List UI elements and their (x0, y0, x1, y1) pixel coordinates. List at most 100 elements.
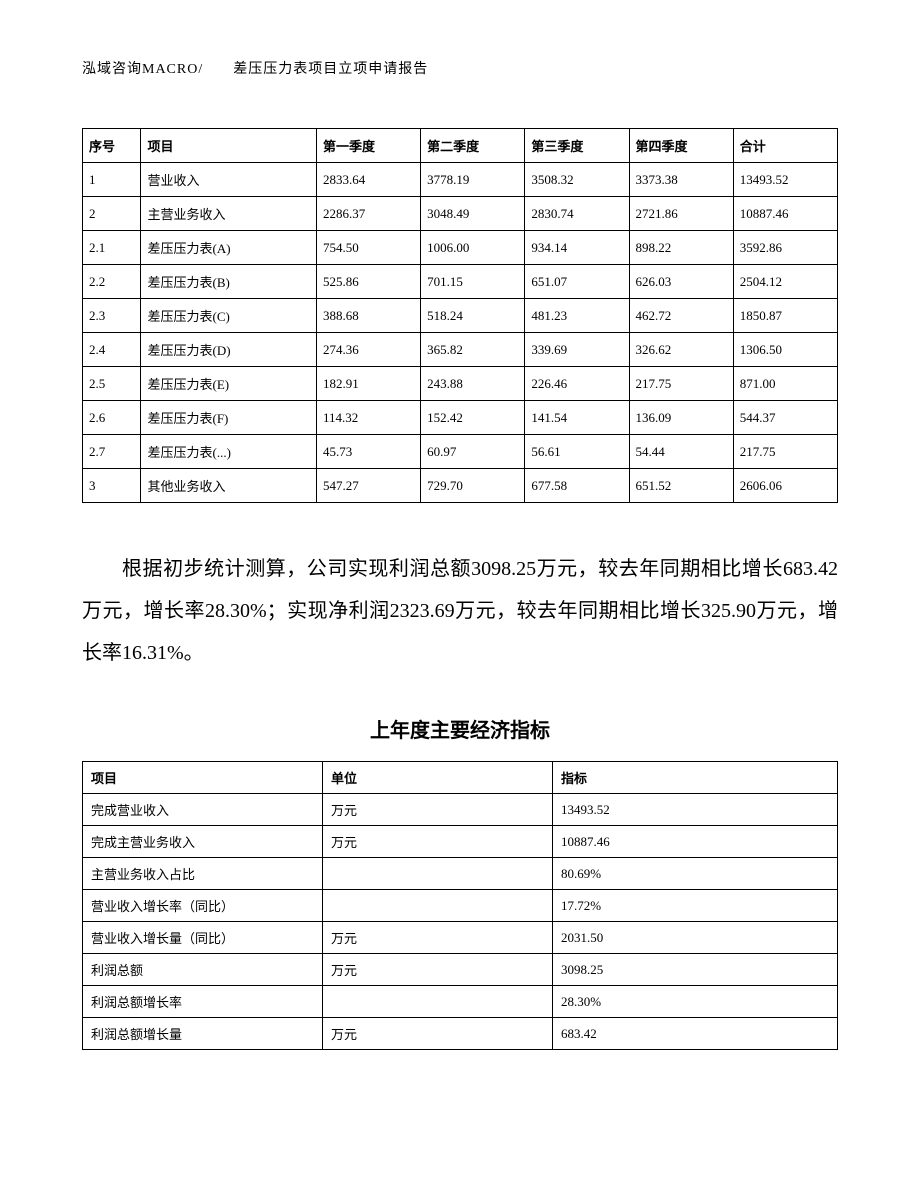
table-cell: 80.69% (553, 858, 838, 890)
table-row: 利润总额万元3098.25 (83, 954, 838, 986)
table-cell: 518.24 (421, 299, 525, 333)
table-cell: 2.4 (83, 333, 141, 367)
table-cell: 45.73 (316, 435, 420, 469)
table-cell: 525.86 (316, 265, 420, 299)
table-cell: 2833.64 (316, 163, 420, 197)
table-cell: 万元 (323, 826, 553, 858)
table-row: 2.5差压压力表(E)182.91243.88226.46217.75871.0… (83, 367, 838, 401)
table-cell: 152.42 (421, 401, 525, 435)
col-header-q2: 第二季度 (421, 129, 525, 163)
table-row: 2.2差压压力表(B)525.86701.15651.07626.032504.… (83, 265, 838, 299)
table-row: 营业收入增长率（同比） 17.72% (83, 890, 838, 922)
col-header-total: 合计 (733, 129, 837, 163)
table-cell: 3 (83, 469, 141, 503)
table-cell: 2.2 (83, 265, 141, 299)
table-row: 2.1差压压力表(A)754.501006.00934.14898.223592… (83, 231, 838, 265)
table-cell: 差压压力表(...) (141, 435, 316, 469)
table-cell: 营业收入增长率（同比） (83, 890, 323, 922)
table-cell: 利润总额增长量 (83, 1018, 323, 1050)
table-cell: 3508.32 (525, 163, 629, 197)
table-cell: 2606.06 (733, 469, 837, 503)
table-cell: 274.36 (316, 333, 420, 367)
table-cell: 其他业务收入 (141, 469, 316, 503)
table-cell: 651.07 (525, 265, 629, 299)
table-cell: 10887.46 (553, 826, 838, 858)
table-row: 2.7差压压力表(...)45.7360.9756.6154.44217.75 (83, 435, 838, 469)
table-row: 1营业收入2833.643778.193508.323373.3813493.5… (83, 163, 838, 197)
table-cell: 871.00 (733, 367, 837, 401)
table-cell: 13493.52 (733, 163, 837, 197)
table-cell: 差压压力表(B) (141, 265, 316, 299)
table-cell: 56.61 (525, 435, 629, 469)
table-header-row: 项目 单位 指标 (83, 762, 838, 794)
table-cell: 365.82 (421, 333, 525, 367)
table-cell: 462.72 (629, 299, 733, 333)
table-cell: 182.91 (316, 367, 420, 401)
table-cell: 54.44 (629, 435, 733, 469)
table-cell: 898.22 (629, 231, 733, 265)
table-cell: 28.30% (553, 986, 838, 1018)
table-cell: 营业收入 (141, 163, 316, 197)
table-cell: 3592.86 (733, 231, 837, 265)
table-cell: 547.27 (316, 469, 420, 503)
table-row: 利润总额增长量万元683.42 (83, 1018, 838, 1050)
table-cell: 1850.87 (733, 299, 837, 333)
indicator-table: 项目 单位 指标 完成营业收入万元13493.52完成主营业务收入万元10887… (82, 761, 838, 1050)
quarterly-table: 序号 项目 第一季度 第二季度 第三季度 第四季度 合计 1营业收入2833.6… (82, 128, 838, 503)
table-cell: 完成主营业务收入 (83, 826, 323, 858)
table-cell: 217.75 (733, 435, 837, 469)
col-header-item: 项目 (141, 129, 316, 163)
table-row: 完成主营业务收入万元10887.46 (83, 826, 838, 858)
table-cell: 万元 (323, 922, 553, 954)
table-cell: 934.14 (525, 231, 629, 265)
table-cell: 729.70 (421, 469, 525, 503)
table-cell: 754.50 (316, 231, 420, 265)
page-header: 泓域咨询MACRO/ 差压压力表项目立项申请报告 (82, 58, 838, 78)
table-cell: 2.1 (83, 231, 141, 265)
table-cell (323, 986, 553, 1018)
table-cell: 利润总额 (83, 954, 323, 986)
table-row: 2.3差压压力表(C)388.68518.24481.23462.721850.… (83, 299, 838, 333)
table-cell: 388.68 (316, 299, 420, 333)
table-cell: 626.03 (629, 265, 733, 299)
table-cell: 10887.46 (733, 197, 837, 231)
table-header-row: 序号 项目 第一季度 第二季度 第三季度 第四季度 合计 (83, 129, 838, 163)
table-cell: 2.5 (83, 367, 141, 401)
table-row: 利润总额增长率 28.30% (83, 986, 838, 1018)
table-cell: 差压压力表(F) (141, 401, 316, 435)
table-row: 3其他业务收入547.27729.70677.58651.522606.06 (83, 469, 838, 503)
table-cell: 2031.50 (553, 922, 838, 954)
table-cell: 2721.86 (629, 197, 733, 231)
table-cell: 2 (83, 197, 141, 231)
table-cell: 481.23 (525, 299, 629, 333)
table-cell: 1 (83, 163, 141, 197)
table-cell: 1306.50 (733, 333, 837, 367)
table-cell: 651.52 (629, 469, 733, 503)
table-cell: 3098.25 (553, 954, 838, 986)
table-cell: 营业收入增长量（同比） (83, 922, 323, 954)
table-cell: 2830.74 (525, 197, 629, 231)
table-cell: 339.69 (525, 333, 629, 367)
table-row: 主营业务收入占比80.69% (83, 858, 838, 890)
table-cell: 3778.19 (421, 163, 525, 197)
table-cell: 17.72% (553, 890, 838, 922)
table-cell: 2.6 (83, 401, 141, 435)
summary-paragraph: 根据初步统计测算，公司实现利润总额3098.25万元，较去年同期相比增长683.… (82, 548, 838, 674)
col-header-seq: 序号 (83, 129, 141, 163)
table-cell: 万元 (323, 1018, 553, 1050)
table-cell: 利润总额增长率 (83, 986, 323, 1018)
table-cell (323, 890, 553, 922)
table-cell: 2286.37 (316, 197, 420, 231)
table-cell: 13493.52 (553, 794, 838, 826)
table-cell: 114.32 (316, 401, 420, 435)
table-cell: 2.3 (83, 299, 141, 333)
col-header-unit: 单位 (323, 762, 553, 794)
table-row: 营业收入增长量（同比）万元2031.50 (83, 922, 838, 954)
table-cell: 136.09 (629, 401, 733, 435)
table-cell: 1006.00 (421, 231, 525, 265)
table-cell: 万元 (323, 794, 553, 826)
table-cell: 3373.38 (629, 163, 733, 197)
table-cell: 326.62 (629, 333, 733, 367)
col-header-q4: 第四季度 (629, 129, 733, 163)
table-cell: 3048.49 (421, 197, 525, 231)
